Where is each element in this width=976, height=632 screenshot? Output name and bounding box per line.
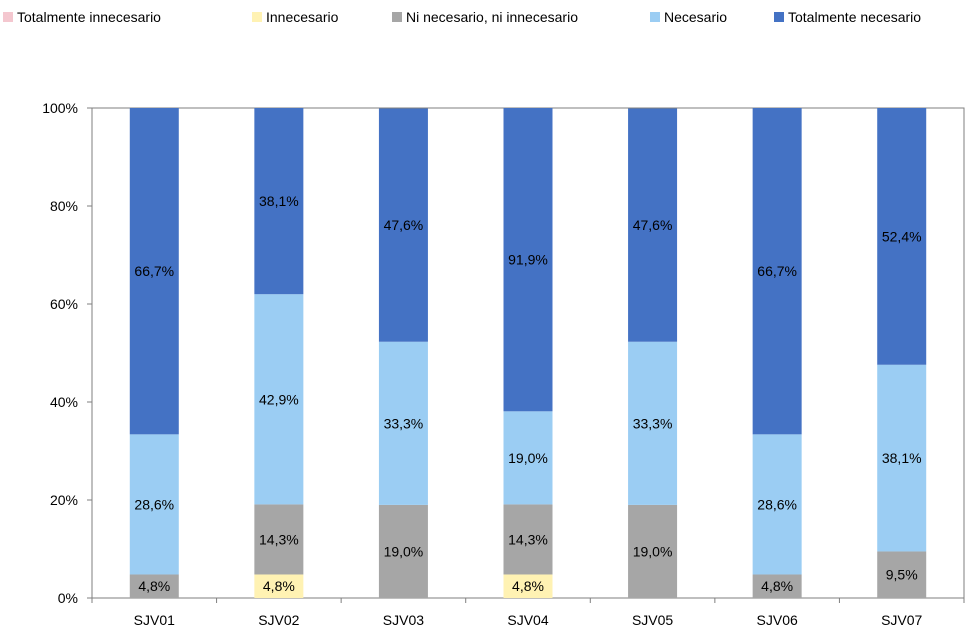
data-label: 28,6%: [757, 496, 797, 512]
data-label: 52,4%: [882, 228, 922, 244]
data-label: 66,7%: [757, 263, 797, 279]
y-tick-label: 100%: [42, 100, 78, 116]
x-tick-label: SJV04: [507, 612, 548, 628]
data-label: 4,8%: [512, 578, 544, 594]
bar-segment: [503, 411, 553, 505]
data-label: 4,8%: [263, 578, 295, 594]
data-label: 14,3%: [508, 531, 548, 547]
bar-segment: [877, 108, 927, 365]
data-label: 47,6%: [633, 217, 673, 233]
legend: Totalmente innecesario Innecesario Ni nece…: [0, 0, 976, 32]
y-tick-label: 40%: [50, 394, 78, 410]
bar-segment: [378, 504, 428, 598]
bar-segment: [254, 574, 304, 598]
legend-item: Ni necesario, ni innecesario: [392, 8, 578, 26]
data-label: 19,0%: [633, 543, 673, 559]
data-label: 38,1%: [259, 193, 299, 209]
bar-segment: [503, 574, 553, 598]
legend-label: Totalmente necesario: [788, 9, 922, 25]
y-tick-label: 0%: [58, 590, 78, 606]
x-tick-label: SJV03: [383, 612, 424, 628]
bar-segment: [503, 108, 553, 412]
legend-swatch: [3, 12, 13, 22]
bar-segment: [378, 108, 428, 342]
x-tick-label: SJV07: [881, 612, 922, 628]
bar-segment: [129, 108, 179, 435]
data-label: 28,6%: [134, 496, 174, 512]
x-tick-label: SJV02: [258, 612, 299, 628]
bar-segment: [503, 504, 553, 575]
y-tick-label: 20%: [50, 492, 78, 508]
bar-segment: [752, 434, 802, 575]
bar-segment: [628, 504, 678, 598]
data-label: 4,8%: [761, 578, 793, 594]
data-label: 19,0%: [508, 450, 548, 466]
data-label: 19,0%: [384, 543, 424, 559]
data-label: 14,3%: [259, 531, 299, 547]
data-label: 38,1%: [882, 450, 922, 466]
legend-swatch: [774, 12, 784, 22]
data-label: 91,9%: [508, 252, 548, 268]
bar-segment: [254, 108, 304, 295]
legend-label: Ni necesario, ni innecesario: [406, 9, 578, 25]
legend-item: Totalmente innecesario: [3, 8, 161, 26]
bar-segment: [877, 364, 927, 552]
data-label: 42,9%: [259, 391, 299, 407]
legend-label: Innecesario: [266, 9, 339, 25]
bar-segment: [877, 551, 927, 598]
legend-item: Totalmente necesario: [774, 8, 921, 26]
data-label: 33,3%: [633, 415, 673, 431]
y-tick-label: 60%: [50, 296, 78, 312]
bar-segment: [628, 341, 678, 505]
bar-segment: [378, 341, 428, 505]
legend-swatch: [650, 12, 660, 22]
x-tick-label: SJV01: [134, 612, 175, 628]
data-label: 33,3%: [384, 415, 424, 431]
legend-swatch: [252, 12, 262, 22]
data-label: 47,6%: [384, 217, 424, 233]
bar-segment: [129, 434, 179, 575]
legend-label: Necesario: [664, 9, 728, 25]
data-label: 66,7%: [134, 263, 174, 279]
data-label: 4,8%: [138, 578, 170, 594]
x-tick-label: SJV06: [757, 612, 798, 628]
legend-label: Totalmente innecesario: [17, 9, 161, 25]
bar-segment: [254, 504, 304, 575]
bar-segment: [129, 574, 179, 598]
legend-item: Necesario: [650, 8, 727, 26]
bar-segment: [254, 294, 304, 505]
legend-swatch: [392, 12, 402, 22]
bar-segment: [628, 108, 678, 342]
data-label: 9,5%: [886, 567, 918, 583]
bar-segment: [752, 108, 802, 435]
bar-segment: [752, 574, 802, 598]
x-tick-label: SJV05: [632, 612, 673, 628]
legend-item: Innecesario: [252, 8, 338, 26]
y-tick-label: 80%: [50, 198, 78, 214]
